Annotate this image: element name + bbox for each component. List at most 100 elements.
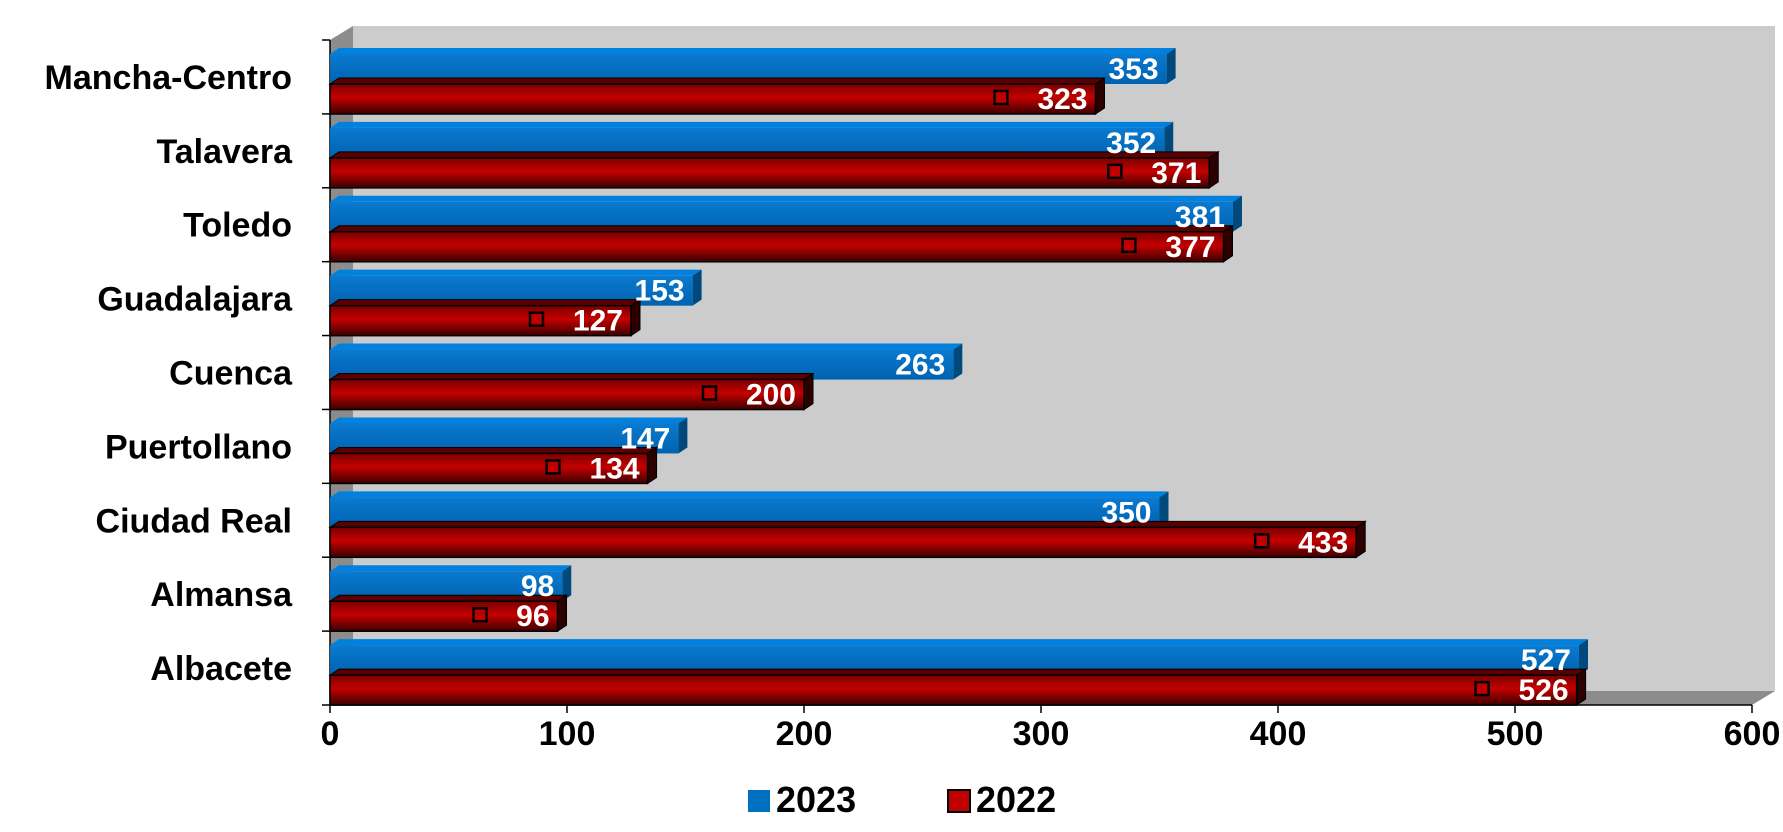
legend-swatch (947, 789, 971, 813)
data-label-marker (1121, 237, 1137, 254)
data-label: 200 (746, 379, 796, 412)
x-tick-label: 400 (1250, 715, 1307, 753)
bar-top-face (330, 343, 963, 350)
data-label: 527 (1521, 644, 1571, 677)
bar-front-face (329, 304, 632, 337)
data-label: 433 (1298, 526, 1348, 559)
data-label: 526 (1519, 674, 1569, 707)
bar-front-face (329, 674, 1578, 706)
bar-top-face (328, 373, 815, 381)
y-category-label: Guadalajara (97, 281, 293, 319)
bar-top-face (328, 77, 1107, 85)
data-label: 127 (573, 305, 623, 338)
bar-side-face (1208, 150, 1219, 189)
data-label: 371 (1151, 157, 1201, 190)
bar-top-face (330, 269, 702, 276)
data-label: 352 (1106, 127, 1156, 160)
bar-side-face (692, 269, 702, 306)
bar-front-face (329, 452, 649, 485)
bar-side-face (1164, 121, 1174, 158)
bar-front-face (329, 83, 1097, 115)
data-label-marker (545, 459, 561, 475)
bar-side-face (1576, 668, 1587, 707)
bar-top-face (328, 225, 1235, 233)
bar-2022 (328, 372, 815, 411)
data-label: 98 (521, 570, 554, 603)
bar-front-face (329, 231, 1225, 263)
bar-top-face (330, 417, 688, 424)
bar-2022 (328, 224, 1235, 263)
bar-top-face (328, 151, 1220, 159)
legend-swatch (748, 790, 770, 812)
data-label: 381 (1175, 201, 1225, 234)
bar-side-face (678, 417, 688, 454)
legend-label: 2023 (776, 779, 856, 820)
bar-2022 (328, 150, 1220, 189)
bar-side-face (803, 372, 814, 411)
x-tick-label: 300 (1013, 715, 1070, 753)
data-label: 353 (1109, 53, 1159, 86)
y-category-label: Talavera (157, 133, 294, 171)
bar-front-face (329, 600, 559, 632)
bar-front-face (329, 157, 1211, 189)
data-label: 377 (1165, 231, 1215, 264)
data-label: 323 (1037, 83, 1087, 116)
y-category-label: Ciudad Real (96, 502, 292, 540)
x-tick-label: 200 (776, 715, 833, 753)
bar-2022 (328, 77, 1107, 115)
bar-front-face (329, 378, 805, 411)
bars (328, 48, 1588, 707)
x-tick-label: 100 (539, 715, 596, 753)
x-tick-label: 600 (1724, 715, 1781, 753)
bar-top-face (330, 565, 572, 572)
bar-2022 (328, 520, 1367, 559)
y-category-label: Albacete (150, 650, 292, 688)
y-category-label: Cuenca (169, 355, 293, 393)
bar-top-face (328, 668, 1588, 676)
y-category-label: Puertollano (105, 428, 292, 466)
bar-top-face (330, 48, 1176, 54)
data-label-marker (993, 89, 1009, 106)
data-label: 263 (895, 349, 945, 382)
data-label-marker (1474, 680, 1490, 697)
x-tick-label: 500 (1487, 715, 1544, 753)
bar-side-face (953, 343, 963, 380)
bar-side-face (1159, 491, 1169, 528)
data-label-marker (528, 311, 545, 327)
bar-2022 (328, 446, 659, 485)
y-category-label: Almansa (150, 576, 293, 614)
data-label-marker (1107, 163, 1123, 180)
data-label-marker (472, 606, 488, 623)
bar-top-face (330, 639, 1588, 646)
data-label: 350 (1101, 496, 1151, 529)
data-label: 96 (516, 600, 549, 633)
x-tick-label: 0 (321, 715, 340, 753)
y-category-label: Toledo (183, 207, 292, 245)
bar-2022 (328, 298, 642, 337)
bar-side-face (562, 565, 572, 602)
bar-top-face (328, 520, 1367, 528)
y-category-label: Mancha-Centro (45, 59, 292, 97)
bar-front-face (329, 526, 1357, 559)
bar-2022 (328, 668, 1588, 707)
bar-top-face (330, 491, 1169, 498)
data-label-marker (1253, 533, 1270, 549)
bar-side-face (1232, 195, 1242, 232)
legend: 2023 2022 (748, 779, 1056, 820)
data-label: 153 (635, 275, 685, 308)
bar-top-face (330, 121, 1174, 128)
axes: 0 100 200 300 400 500 600 Albacete Almansa Ciudad… (45, 39, 1781, 753)
bar-side-face (1166, 48, 1176, 84)
bar-side-face (1355, 520, 1366, 559)
data-label: 134 (590, 452, 640, 485)
data-label: 147 (620, 422, 670, 455)
legend-label: 2022 (976, 779, 1056, 820)
bar-top-face (330, 195, 1242, 202)
bar-side-face (557, 594, 568, 633)
bar-2022 (328, 594, 569, 633)
bar-side-face (1095, 77, 1106, 115)
data-label-marker (701, 385, 718, 401)
